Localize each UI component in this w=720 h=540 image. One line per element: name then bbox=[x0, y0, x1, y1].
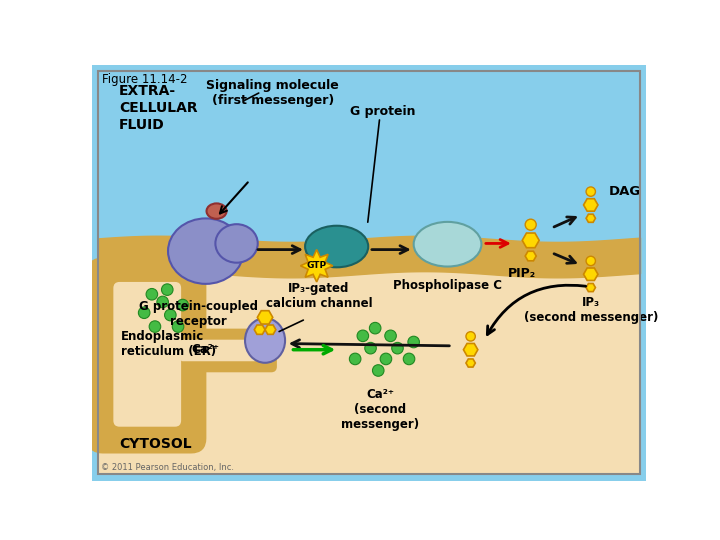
Circle shape bbox=[138, 307, 150, 319]
Text: Ca²⁺
(second
messenger): Ca²⁺ (second messenger) bbox=[341, 388, 420, 431]
Circle shape bbox=[365, 342, 377, 354]
Ellipse shape bbox=[245, 318, 285, 363]
Circle shape bbox=[349, 353, 361, 365]
Circle shape bbox=[165, 309, 176, 321]
Circle shape bbox=[157, 296, 168, 308]
Bar bbox=[98, 271, 640, 475]
Circle shape bbox=[384, 330, 396, 342]
Circle shape bbox=[149, 321, 161, 333]
Text: GTP: GTP bbox=[307, 261, 327, 270]
Text: Phospholipase C: Phospholipase C bbox=[393, 279, 502, 292]
Circle shape bbox=[586, 256, 595, 266]
Circle shape bbox=[372, 364, 384, 376]
Polygon shape bbox=[525, 251, 536, 261]
Polygon shape bbox=[257, 310, 273, 324]
Ellipse shape bbox=[215, 224, 258, 262]
Ellipse shape bbox=[414, 222, 482, 267]
Text: EXTRA-
CELLULAR
FLUID: EXTRA- CELLULAR FLUID bbox=[119, 84, 197, 132]
Polygon shape bbox=[254, 325, 265, 334]
Text: Ca²⁺: Ca²⁺ bbox=[192, 343, 220, 356]
Polygon shape bbox=[300, 249, 333, 282]
Circle shape bbox=[408, 336, 420, 348]
Circle shape bbox=[403, 353, 415, 365]
Text: Figure 11.14-2: Figure 11.14-2 bbox=[102, 72, 187, 85]
Polygon shape bbox=[522, 233, 539, 248]
Circle shape bbox=[161, 284, 173, 295]
Polygon shape bbox=[464, 343, 478, 356]
Ellipse shape bbox=[207, 204, 227, 219]
FancyBboxPatch shape bbox=[180, 340, 266, 361]
Text: DAG: DAG bbox=[609, 185, 642, 198]
Circle shape bbox=[146, 288, 158, 300]
Polygon shape bbox=[586, 284, 595, 292]
Circle shape bbox=[525, 219, 536, 230]
FancyBboxPatch shape bbox=[113, 282, 181, 427]
Circle shape bbox=[177, 299, 189, 311]
Polygon shape bbox=[584, 268, 598, 280]
Polygon shape bbox=[586, 214, 595, 222]
Ellipse shape bbox=[168, 218, 243, 284]
Polygon shape bbox=[584, 199, 598, 211]
Text: Signaling molecule
(first messenger): Signaling molecule (first messenger) bbox=[207, 79, 339, 107]
Circle shape bbox=[380, 353, 392, 365]
Text: G protein: G protein bbox=[350, 105, 415, 118]
Text: G protein-coupled
receptor: G protein-coupled receptor bbox=[138, 300, 258, 328]
Circle shape bbox=[392, 342, 403, 354]
Circle shape bbox=[466, 332, 475, 341]
Polygon shape bbox=[466, 359, 475, 367]
FancyBboxPatch shape bbox=[89, 259, 205, 452]
Text: © 2011 Pearson Education, Inc.: © 2011 Pearson Education, Inc. bbox=[101, 463, 234, 472]
Circle shape bbox=[357, 330, 369, 342]
Polygon shape bbox=[265, 325, 276, 334]
FancyBboxPatch shape bbox=[171, 330, 276, 372]
Text: CYTOSOL: CYTOSOL bbox=[119, 437, 192, 451]
Circle shape bbox=[369, 322, 381, 334]
Text: PIP₂: PIP₂ bbox=[508, 267, 536, 280]
Text: IP₃-gated
calcium channel: IP₃-gated calcium channel bbox=[266, 282, 372, 309]
Circle shape bbox=[586, 187, 595, 197]
Ellipse shape bbox=[305, 226, 368, 267]
Text: IP₃
(second messenger): IP₃ (second messenger) bbox=[523, 296, 658, 324]
Circle shape bbox=[172, 321, 184, 333]
Text: Endoplasmic
reticulum (ER): Endoplasmic reticulum (ER) bbox=[121, 329, 216, 357]
